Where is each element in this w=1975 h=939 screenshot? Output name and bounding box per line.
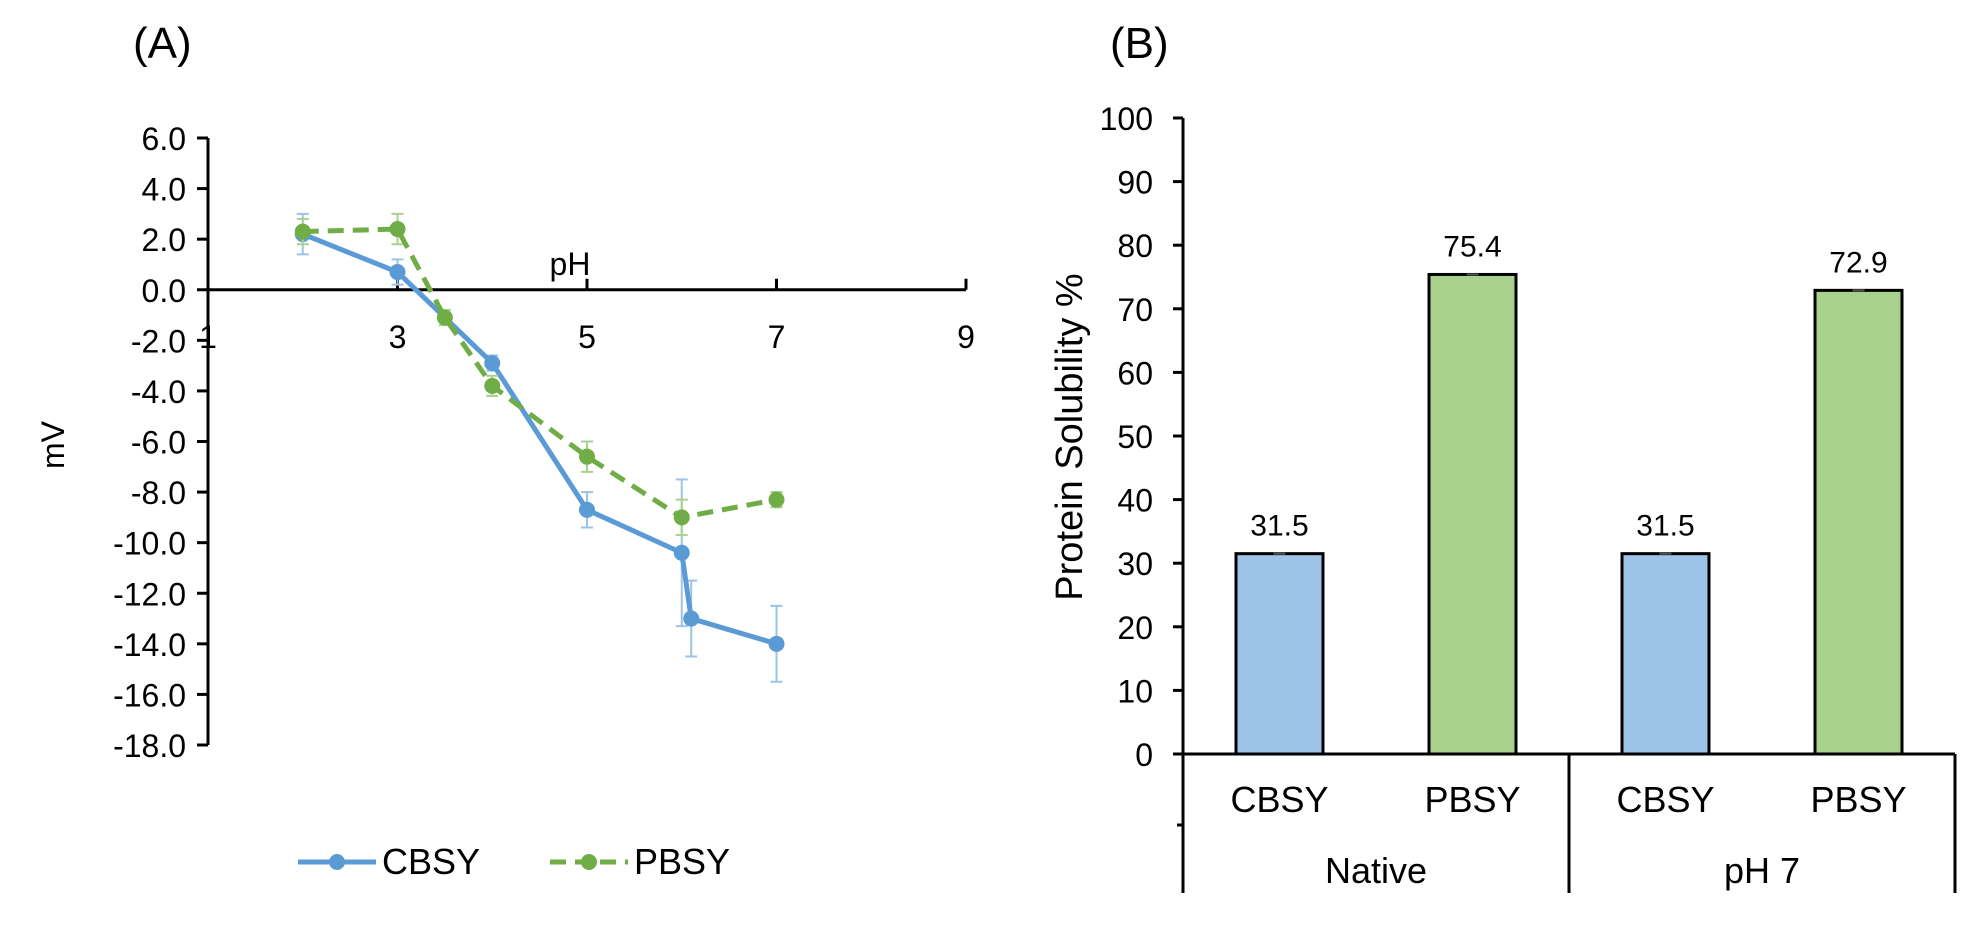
data-point (294, 223, 311, 240)
y-tick-label: -2.0 (131, 323, 186, 359)
data-point (673, 544, 690, 561)
data-point (484, 377, 501, 394)
data-point (673, 509, 690, 526)
x-tick-label: 3 (389, 319, 407, 355)
data-point (389, 221, 406, 238)
data-point (683, 610, 700, 627)
group-label: pH 7 (1724, 850, 1800, 891)
bar (1813, 288, 1904, 756)
group-label: Native (1325, 850, 1427, 891)
x-tick-label: 1 (199, 319, 217, 355)
data-point (579, 501, 595, 518)
data-point (436, 309, 453, 326)
x-tick-label: 5 (578, 319, 596, 355)
data-point (389, 264, 406, 281)
y-tick-label: -10.0 (113, 526, 186, 562)
y-tick-label: 6.0 (142, 121, 186, 157)
y-tick-label: 90 (1117, 165, 1153, 201)
series-pbsy (294, 212, 785, 537)
x-axis-title: pH (550, 246, 591, 282)
legend-swatch-marker (329, 854, 345, 870)
y-tick-label: 30 (1117, 546, 1153, 582)
category-label: PBSY (1810, 779, 1906, 820)
series-line (302, 226, 777, 520)
y-tick-label: -4.0 (131, 374, 186, 410)
y-axis-title: mV (35, 420, 71, 469)
y-tick-label: -14.0 (113, 627, 186, 663)
y-tick-label: -6.0 (131, 425, 186, 461)
panel-label-a: (A) (133, 19, 192, 68)
y-tick-label: 0 (1135, 737, 1153, 773)
data-label: 72.9 (1829, 246, 1887, 279)
y-tick-label: -18.0 (113, 728, 186, 764)
legend: CBSY PBSY (298, 841, 730, 882)
y-tick-label: 60 (1117, 355, 1153, 391)
data-label: 31.5 (1250, 510, 1308, 543)
legend-label: PBSY (634, 841, 730, 882)
y-tick-label: 2.0 (142, 222, 186, 258)
y-tick-label: 40 (1117, 483, 1153, 519)
y-axis-title: Protein Solubility % (1049, 273, 1091, 600)
y-tick-label: 80 (1117, 228, 1153, 264)
data-point (579, 448, 595, 465)
zeta-potential-chart: 6.0 4.0 2.0 0.0 -2.0 -4.0 -6.0 -8.0 -10.0 -12.0 -1… (35, 121, 975, 882)
data-label: 75.4 (1443, 230, 1501, 263)
category-label: CBSY (1616, 779, 1714, 820)
y-tick-label: 0.0 (142, 273, 186, 309)
data-point (768, 635, 785, 652)
legend-label: CBSY (382, 841, 480, 882)
y-tick-label: -12.0 (113, 576, 186, 612)
y-tick-label: -8.0 (131, 475, 186, 511)
panel-label-b: (B) (1110, 19, 1169, 68)
series-cbsy (294, 212, 785, 683)
data-point (768, 491, 785, 508)
y-tick-label: 20 (1117, 610, 1153, 646)
category-label: PBSY (1424, 779, 1520, 820)
y-tick-label: 4.0 (142, 172, 186, 208)
legend-swatch-marker (581, 854, 597, 870)
y-tick-label: 100 (1100, 101, 1153, 137)
bar (1234, 552, 1325, 756)
data-label: 31.5 (1636, 510, 1694, 543)
x-tick-label: 9 (957, 319, 975, 355)
x-tick-label: 7 (768, 319, 786, 355)
data-point (484, 355, 501, 372)
y-tick-label: 10 (1117, 673, 1153, 709)
series-line (301, 231, 778, 647)
category-label: CBSY (1230, 779, 1328, 820)
y-tick-label: 50 (1117, 419, 1153, 455)
y-tick-label: 70 (1117, 292, 1153, 328)
bar (1427, 272, 1518, 756)
y-tick-label: -16.0 (113, 677, 186, 713)
protein-solubility-chart: 0 10 20 30 40 50 60 70 80 90 100 Protein Solubility… (1049, 101, 1957, 893)
bar (1620, 552, 1711, 756)
